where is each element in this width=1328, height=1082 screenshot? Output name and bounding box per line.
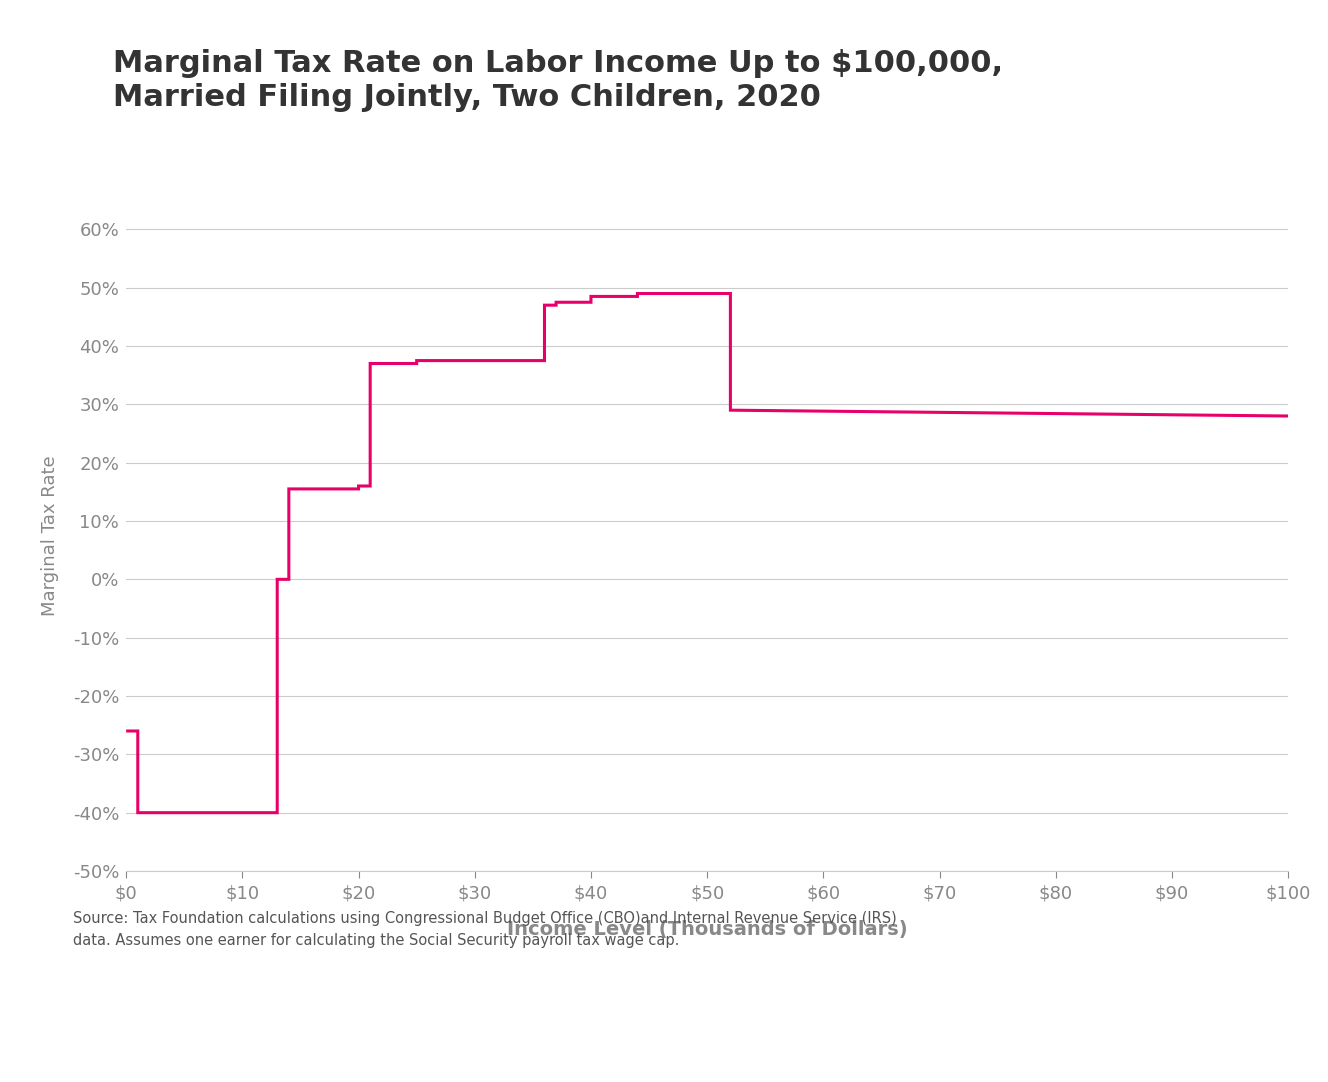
Text: @TaxFoundation: @TaxFoundation — [1138, 1035, 1299, 1055]
Text: Marginal Tax Rate on Labor Income Up to $100,000,
Married Filing Jointly, Two Ch: Marginal Tax Rate on Labor Income Up to … — [113, 49, 1003, 113]
Text: TAX FOUNDATION: TAX FOUNDATION — [29, 1035, 236, 1055]
Text: Source: Tax Foundation calculations using Congressional Budget Office (CBO)and I: Source: Tax Foundation calculations usin… — [73, 911, 896, 948]
Y-axis label: Marginal Tax Rate: Marginal Tax Rate — [41, 456, 58, 616]
X-axis label: Income Level (Thousands of Dollars): Income Level (Thousands of Dollars) — [507, 920, 907, 938]
